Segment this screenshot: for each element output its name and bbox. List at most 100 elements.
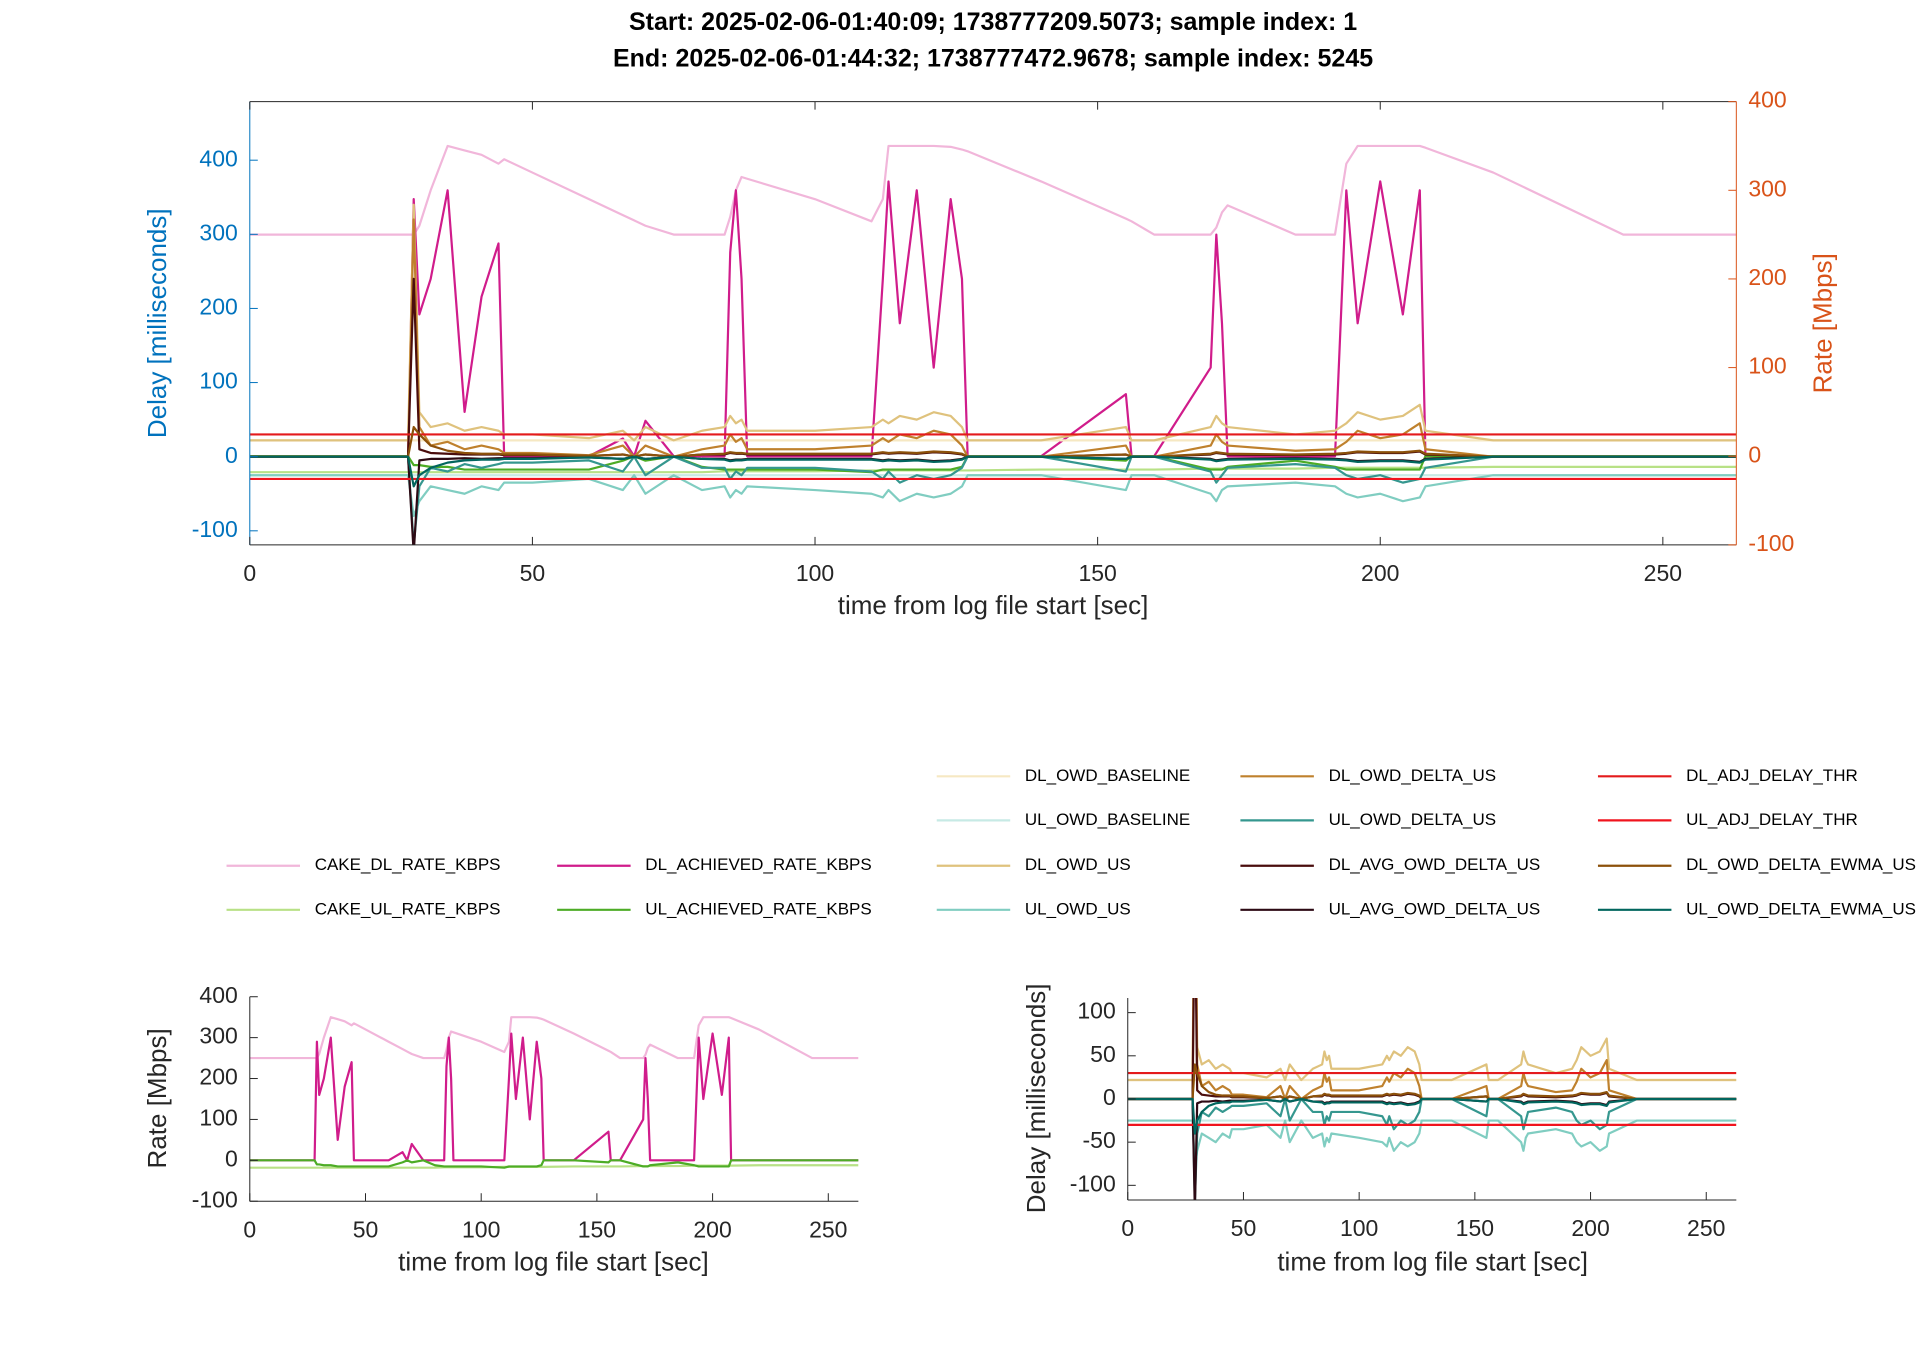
legend-entry: DL_ACHIEVED_RATE_KBPS [557,855,872,874]
x-tick-label: 100 [1340,1215,1378,1241]
series-line [1127,1097,1737,1135]
series-line [249,455,1737,488]
x-axis-label: time from log file start [sec] [1277,1247,1588,1277]
y2-tick-label: 200 [1748,264,1786,290]
y-tick-label: 100 [1077,998,1115,1024]
y-tick-label: -100 [192,516,238,542]
series-group [249,144,1737,545]
series-group [1127,997,1737,1200]
x-axis-label: time from log file start [sec] [398,1247,709,1277]
series-line [1127,1119,1737,1170]
y2-tick-label: 400 [1748,87,1786,113]
legend-label: DL_ACHIEVED_RATE_KBPS [645,855,871,874]
x-tick-label: 250 [809,1216,847,1242]
legend-entry: UL_OWD_US [936,899,1131,918]
legend-label: DL_OWD_DELTA_EWMA_US [1686,855,1916,874]
legend-entry: UL_OWD_DELTA_US [1240,810,1496,829]
legend-entry: DL_AVG_OWD_DELTA_US [1240,855,1540,874]
legend-entry: DL_OWD_DELTA_EWMA_US [1597,855,1916,874]
x-axis-label: time from log file start [sec] [838,590,1149,620]
series-line [1127,1097,1737,1200]
y-axis-label: Delay [milliseconds] [1021,983,1051,1213]
legend-label: UL_ACHIEVED_RATE_KBPS [645,899,871,918]
series-line [249,218,1737,458]
y-tick-label: 200 [199,294,237,320]
y-tick-label: 200 [199,1064,237,1090]
x-tick-label: 150 [1078,560,1116,586]
series-line [249,1032,859,1162]
y-tick-label: 300 [199,219,237,245]
y-axis-label: Delay [milliseconds] [142,208,172,438]
legend-label: UL_OWD_DELTA_EWMA_US [1686,899,1916,918]
series-line [1127,1063,1737,1101]
chart-subtitle: End: 2025-02-06-01:44:32; 1738777472.967… [613,45,1373,73]
legend-entry: DL_ADJ_DELAY_THR [1597,766,1858,785]
series-line [249,455,1737,474]
x-tick-label: 100 [796,560,834,586]
legend-label: CAKE_DL_RATE_KBPS [315,855,501,874]
legend-label: DL_OWD_US [1025,855,1131,874]
x-tick-label: 200 [1361,560,1399,586]
y-tick-label: -100 [1070,1170,1116,1196]
series-line [249,203,1737,442]
chart-title: Start: 2025-02-06-01:40:09; 1738777209.5… [629,8,1357,36]
y-tick-label: 0 [1103,1084,1116,1110]
legend-entry: DL_OWD_DELTA_US [1240,766,1496,785]
legend-entry: CAKE_DL_RATE_KBPS [226,855,501,874]
series-line [249,1016,859,1060]
x-tick-label: 250 [1687,1215,1725,1241]
y-axis-label: Rate [Mbps] [142,1028,172,1168]
y-tick-label: 0 [225,442,238,468]
x-tick-label: 0 [243,1216,256,1242]
legend-label: CAKE_UL_RATE_KBPS [315,899,501,918]
series-line [249,1159,859,1169]
y-tick-label: -50 [1083,1127,1116,1153]
x-tick-label: 150 [578,1216,616,1242]
y-tick-label: 100 [199,368,237,394]
x-tick-label: 200 [693,1216,731,1242]
series-line [249,425,1737,458]
series-line [249,144,1737,236]
y-tick-label: 0 [225,1145,238,1171]
series-line [249,180,1737,458]
y-tick-label: 100 [199,1105,237,1131]
y-tick-label: 400 [199,145,237,171]
legend-entry: DL_OWD_US [936,855,1131,874]
legend-label: UL_OWD_US [1025,899,1131,918]
legend-label: UL_ADJ_DELAY_THR [1686,810,1858,829]
series-line [1127,997,1737,1101]
y2-tick-label: -100 [1748,530,1794,556]
x-tick-label: 50 [1231,1215,1257,1241]
y2-tick-label: 100 [1748,353,1786,379]
legend-label: DL_OWD_BASELINE [1025,766,1190,785]
x-tick-label: 0 [243,560,256,586]
y-tick-label: 50 [1090,1041,1116,1067]
legend-entry: UL_ACHIEVED_RATE_KBPS [557,899,872,918]
legend-entry: UL_OWD_BASELINE [936,810,1190,829]
chart-0: Start: 2025-02-06-01:40:09; 1738777209.5… [142,8,1837,620]
legend-label: UL_OWD_DELTA_US [1329,810,1497,829]
x-tick-label: 100 [462,1216,500,1242]
y-tick-label: -100 [192,1186,238,1212]
y2-axis-label: Rate [Mbps] [1807,253,1837,393]
x-tick-label: 0 [1121,1215,1134,1241]
legend-label: DL_OWD_DELTA_US [1329,766,1497,785]
x-tick-label: 150 [1456,1215,1494,1241]
legend-label: UL_OWD_BASELINE [1025,810,1190,829]
legend-entry: UL_OWD_DELTA_EWMA_US [1597,899,1916,918]
series-line [1127,1097,1737,1200]
series-line [249,474,1737,518]
legend-label: UL_AVG_OWD_DELTA_US [1329,899,1541,918]
y2-tick-label: 0 [1748,441,1761,467]
legend-label: DL_ADJ_DELAY_THR [1686,766,1858,785]
series-group [249,1016,859,1169]
chart-2: 0 50 100 150 200 250 -100 -50 0 50 100 time from lo… [1021,983,1737,1277]
legend-entry: UL_AVG_OWD_DELTA_US [1240,899,1540,918]
y-tick-label: 400 [199,982,237,1008]
legend-entry: UL_ADJ_DELAY_THR [1597,810,1858,829]
legend: CAKE_DL_RATE_KBPS DL_ACHIEVED_RATE_KBPS CA… [226,766,1916,918]
y-tick-label: 300 [199,1023,237,1049]
